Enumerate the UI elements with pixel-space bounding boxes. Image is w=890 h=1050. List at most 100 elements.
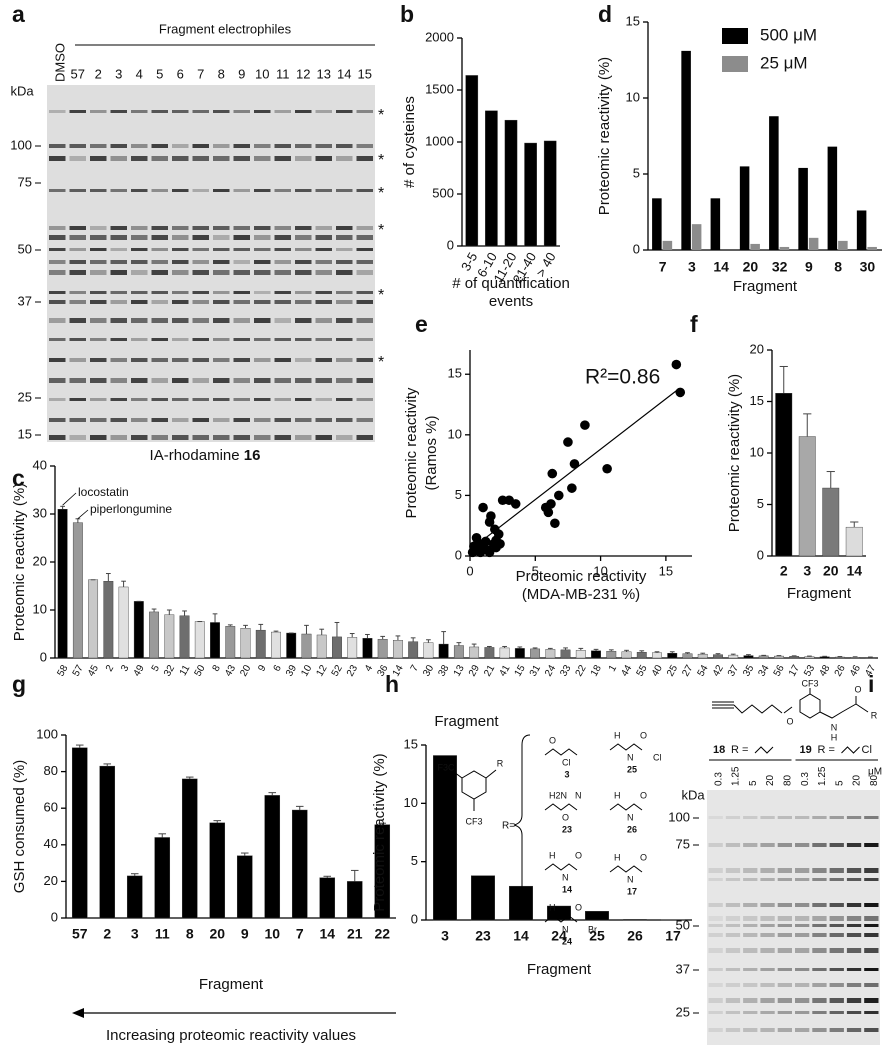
gel-band	[110, 270, 127, 275]
gel-band	[725, 916, 741, 921]
x-tick-label: 40	[650, 663, 665, 679]
gel-band	[192, 358, 209, 362]
compound-number: 19	[800, 744, 812, 756]
r-group	[841, 746, 860, 754]
gel-band	[151, 270, 168, 275]
mw-marker: 50	[18, 241, 32, 256]
y-tick-label: 20	[33, 553, 47, 568]
gel-band	[69, 226, 86, 230]
lane-label: 3	[115, 66, 122, 81]
gel-band	[213, 418, 230, 422]
core-atom: R	[497, 758, 504, 768]
gel-band	[315, 358, 332, 362]
x-tick-label: 15	[659, 563, 673, 578]
gel-band	[233, 291, 250, 294]
gel-band	[49, 358, 66, 362]
gel-band	[760, 1011, 775, 1014]
gel-band	[864, 868, 879, 873]
gel-band	[172, 300, 189, 304]
bar	[301, 633, 312, 659]
compound-atom: O	[575, 902, 582, 912]
point	[493, 529, 504, 539]
point	[550, 518, 560, 529]
gel-band	[254, 338, 271, 341]
concentration: 20	[765, 774, 776, 786]
concentration: 80	[869, 774, 880, 786]
gel-band	[49, 156, 66, 161]
lane-label: 15	[358, 66, 372, 81]
gel-band	[49, 189, 66, 192]
point	[547, 468, 558, 479]
y-tick-label: 1000	[425, 133, 454, 148]
x-tick-label: 32	[162, 663, 177, 679]
compound-skeleton	[544, 803, 578, 811]
bar	[560, 649, 571, 659]
x-axis-label: (MDA-MB-231 %)	[522, 586, 640, 603]
bar	[543, 140, 557, 247]
point	[602, 463, 612, 474]
gel-band	[131, 398, 148, 401]
bar	[99, 765, 116, 919]
y-tick-label: 15	[404, 736, 418, 751]
y-tick-label: 20	[44, 873, 58, 888]
core-atom: F3C	[437, 762, 455, 772]
gel-band	[49, 378, 66, 383]
gel-band	[213, 270, 230, 275]
gel-band	[708, 948, 723, 953]
gel-band	[213, 189, 230, 192]
gel-band	[812, 903, 827, 907]
gel-band	[151, 338, 168, 341]
gel-band	[233, 378, 250, 383]
bar	[118, 586, 129, 659]
gel-band	[274, 358, 291, 362]
asterisk: *	[378, 107, 384, 124]
gel-caption: IA-rhodamine 16	[150, 447, 261, 464]
gel-band	[708, 816, 723, 819]
gel-band	[356, 300, 373, 304]
gel-band	[295, 235, 312, 240]
gel-band	[760, 983, 775, 987]
y-tick-label: 1500	[425, 81, 454, 96]
gel-band	[336, 358, 353, 362]
gel-band	[233, 398, 250, 401]
gel-band	[172, 398, 189, 401]
gel-band	[295, 358, 312, 362]
gel-band	[172, 318, 189, 323]
bar	[149, 611, 159, 659]
gel-band	[829, 816, 844, 819]
gel-band	[274, 248, 291, 251]
gel-band	[69, 300, 86, 304]
gel-band	[812, 998, 827, 1003]
y-tick-label: 20	[750, 341, 764, 356]
gel-band	[233, 144, 250, 148]
gel-band	[356, 270, 373, 275]
y-tick-label: 10	[448, 426, 462, 441]
bar	[750, 243, 760, 250]
compound-number: 23	[562, 824, 572, 834]
gel-band	[760, 924, 775, 927]
gel-band	[131, 435, 148, 440]
compound-atom: Cl	[562, 757, 571, 767]
gel-band	[254, 156, 271, 161]
gel-band	[274, 144, 291, 148]
concentration: 1.25	[817, 766, 828, 786]
gel-band	[760, 933, 775, 937]
brace	[513, 734, 531, 906]
y-tick-label: 0	[447, 237, 454, 252]
lane-label: 7	[197, 66, 204, 81]
gel-band	[295, 318, 312, 323]
gel-band	[110, 398, 127, 401]
gel-band	[274, 300, 291, 304]
x-tick-label: 3	[688, 259, 696, 275]
x-axis-label: Fragment	[199, 976, 264, 993]
x-tick-label: 26	[833, 663, 848, 679]
panel-label: c	[12, 465, 25, 491]
bar	[194, 621, 205, 659]
gel-band	[336, 110, 353, 113]
compound-atom: O	[640, 730, 647, 740]
gel-band	[69, 110, 86, 113]
x-tick-label: 54	[696, 663, 711, 679]
y-tick-label: 15	[626, 13, 640, 28]
x-tick-label: 13	[452, 663, 467, 679]
gel-band	[213, 156, 230, 161]
